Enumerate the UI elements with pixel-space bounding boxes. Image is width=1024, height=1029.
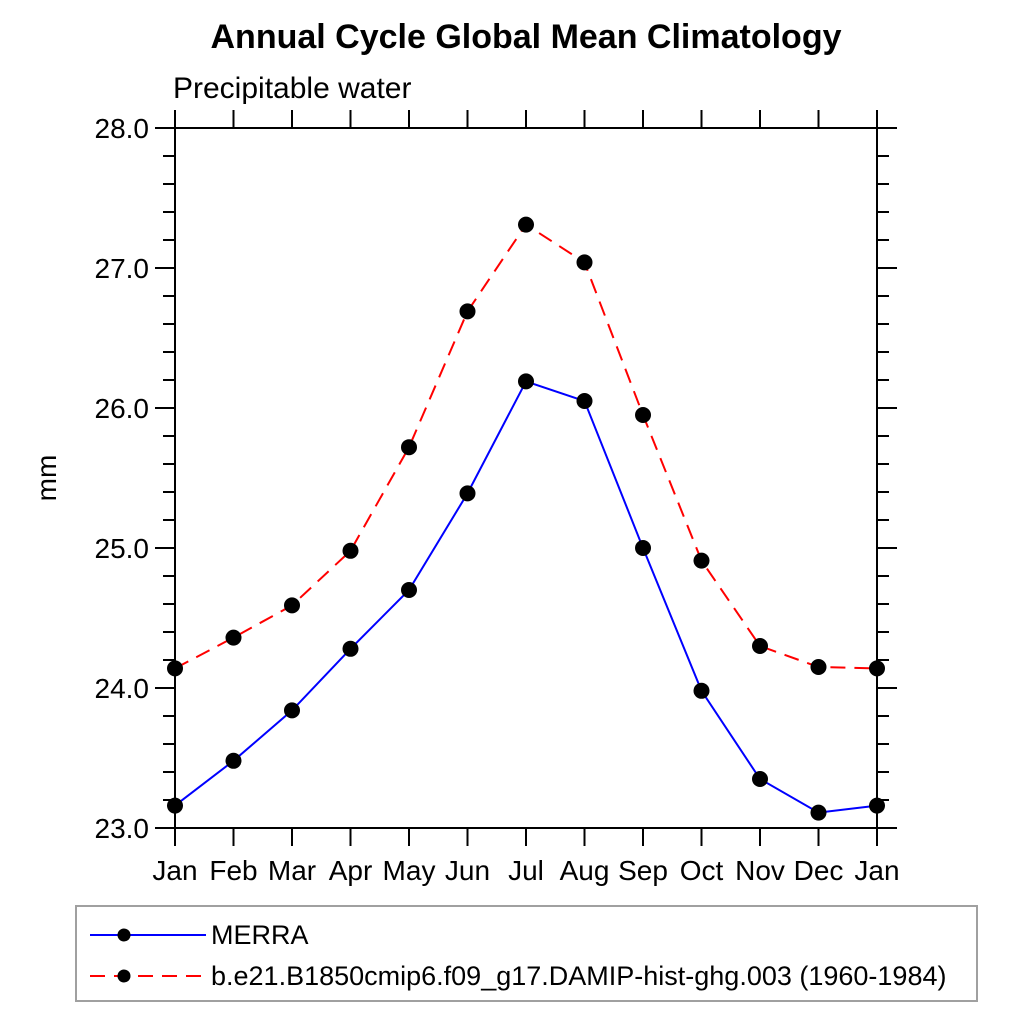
x-tick-label: Jul — [508, 855, 544, 886]
data-point-marker — [635, 407, 651, 423]
data-point-marker — [576, 393, 593, 409]
data-point-marker — [225, 629, 242, 646]
legend: MERRA b.e21.B1850cmip6.f09_g17.DAMIP-hist… — [75, 905, 978, 1002]
x-tick-label: Jan — [152, 855, 197, 886]
y-tick-label: 28.0 — [95, 113, 150, 144]
data-point-marker — [342, 542, 359, 559]
x-tick-label: Dec — [794, 855, 844, 886]
data-point-marker — [693, 682, 710, 699]
series-line-solid — [174, 380, 878, 814]
legend-sample-marker — [117, 928, 131, 942]
x-tick-label: Sep — [618, 855, 668, 886]
legend-label: b.e21.B1850cmip6.f09_g17.DAMIP-hist-ghg.… — [211, 961, 946, 991]
data-point-marker — [810, 659, 827, 675]
y-tick-label: 24.0 — [95, 673, 150, 704]
x-tick-label: Jan — [854, 855, 899, 886]
data-point-marker — [635, 540, 651, 556]
data-point-marker — [167, 660, 183, 677]
data-point-marker — [576, 254, 593, 271]
y-axis-label: mm — [31, 455, 62, 502]
y-tick-label: 25.0 — [95, 533, 150, 564]
data-point-marker — [401, 582, 417, 598]
data-point-marker — [752, 638, 768, 654]
plot-frame — [174, 127, 878, 829]
data-point-marker — [810, 804, 827, 821]
y-tick-label: 23.0 — [95, 813, 150, 844]
data-point-marker — [869, 797, 885, 814]
legend-box — [75, 905, 978, 1002]
chart-title: Annual Cycle Global Mean Climatology — [211, 18, 842, 56]
data-point-marker — [518, 373, 534, 390]
legend-label: MERRA — [211, 920, 309, 950]
data-point-marker — [284, 597, 300, 614]
data-point-marker — [752, 771, 768, 787]
data-point-marker — [869, 660, 885, 677]
x-tick-label: Feb — [209, 855, 257, 886]
x-tick-label: Apr — [329, 855, 373, 886]
data-point-marker — [225, 752, 242, 769]
data-point-marker — [167, 797, 183, 814]
x-tick-label: Mar — [268, 855, 316, 886]
x-tick-label: May — [383, 855, 436, 886]
data-point-marker — [342, 640, 359, 657]
data-point-marker — [401, 439, 417, 456]
y-tick-label: 27.0 — [95, 253, 150, 284]
data-point-marker — [284, 702, 300, 719]
series-line-dashed — [174, 223, 878, 670]
x-tick-label: Aug — [560, 855, 610, 886]
data-point-marker — [459, 485, 476, 502]
plot-area: 23.0 24.0 25.0 26.0 27.0 28.0 Jan Feb Mar Apr May J… — [95, 110, 900, 886]
x-tick-label: Oct — [680, 855, 724, 886]
data-point-marker — [693, 552, 710, 569]
y-tick-label: 26.0 — [95, 393, 150, 424]
legend-sample-marker — [117, 969, 131, 983]
data-point-marker — [459, 303, 476, 320]
x-tick-label: Nov — [735, 855, 785, 886]
x-tick-label: Jun — [445, 855, 490, 886]
data-point-marker — [518, 216, 534, 233]
chart-subtitle: Precipitable water — [173, 72, 411, 105]
